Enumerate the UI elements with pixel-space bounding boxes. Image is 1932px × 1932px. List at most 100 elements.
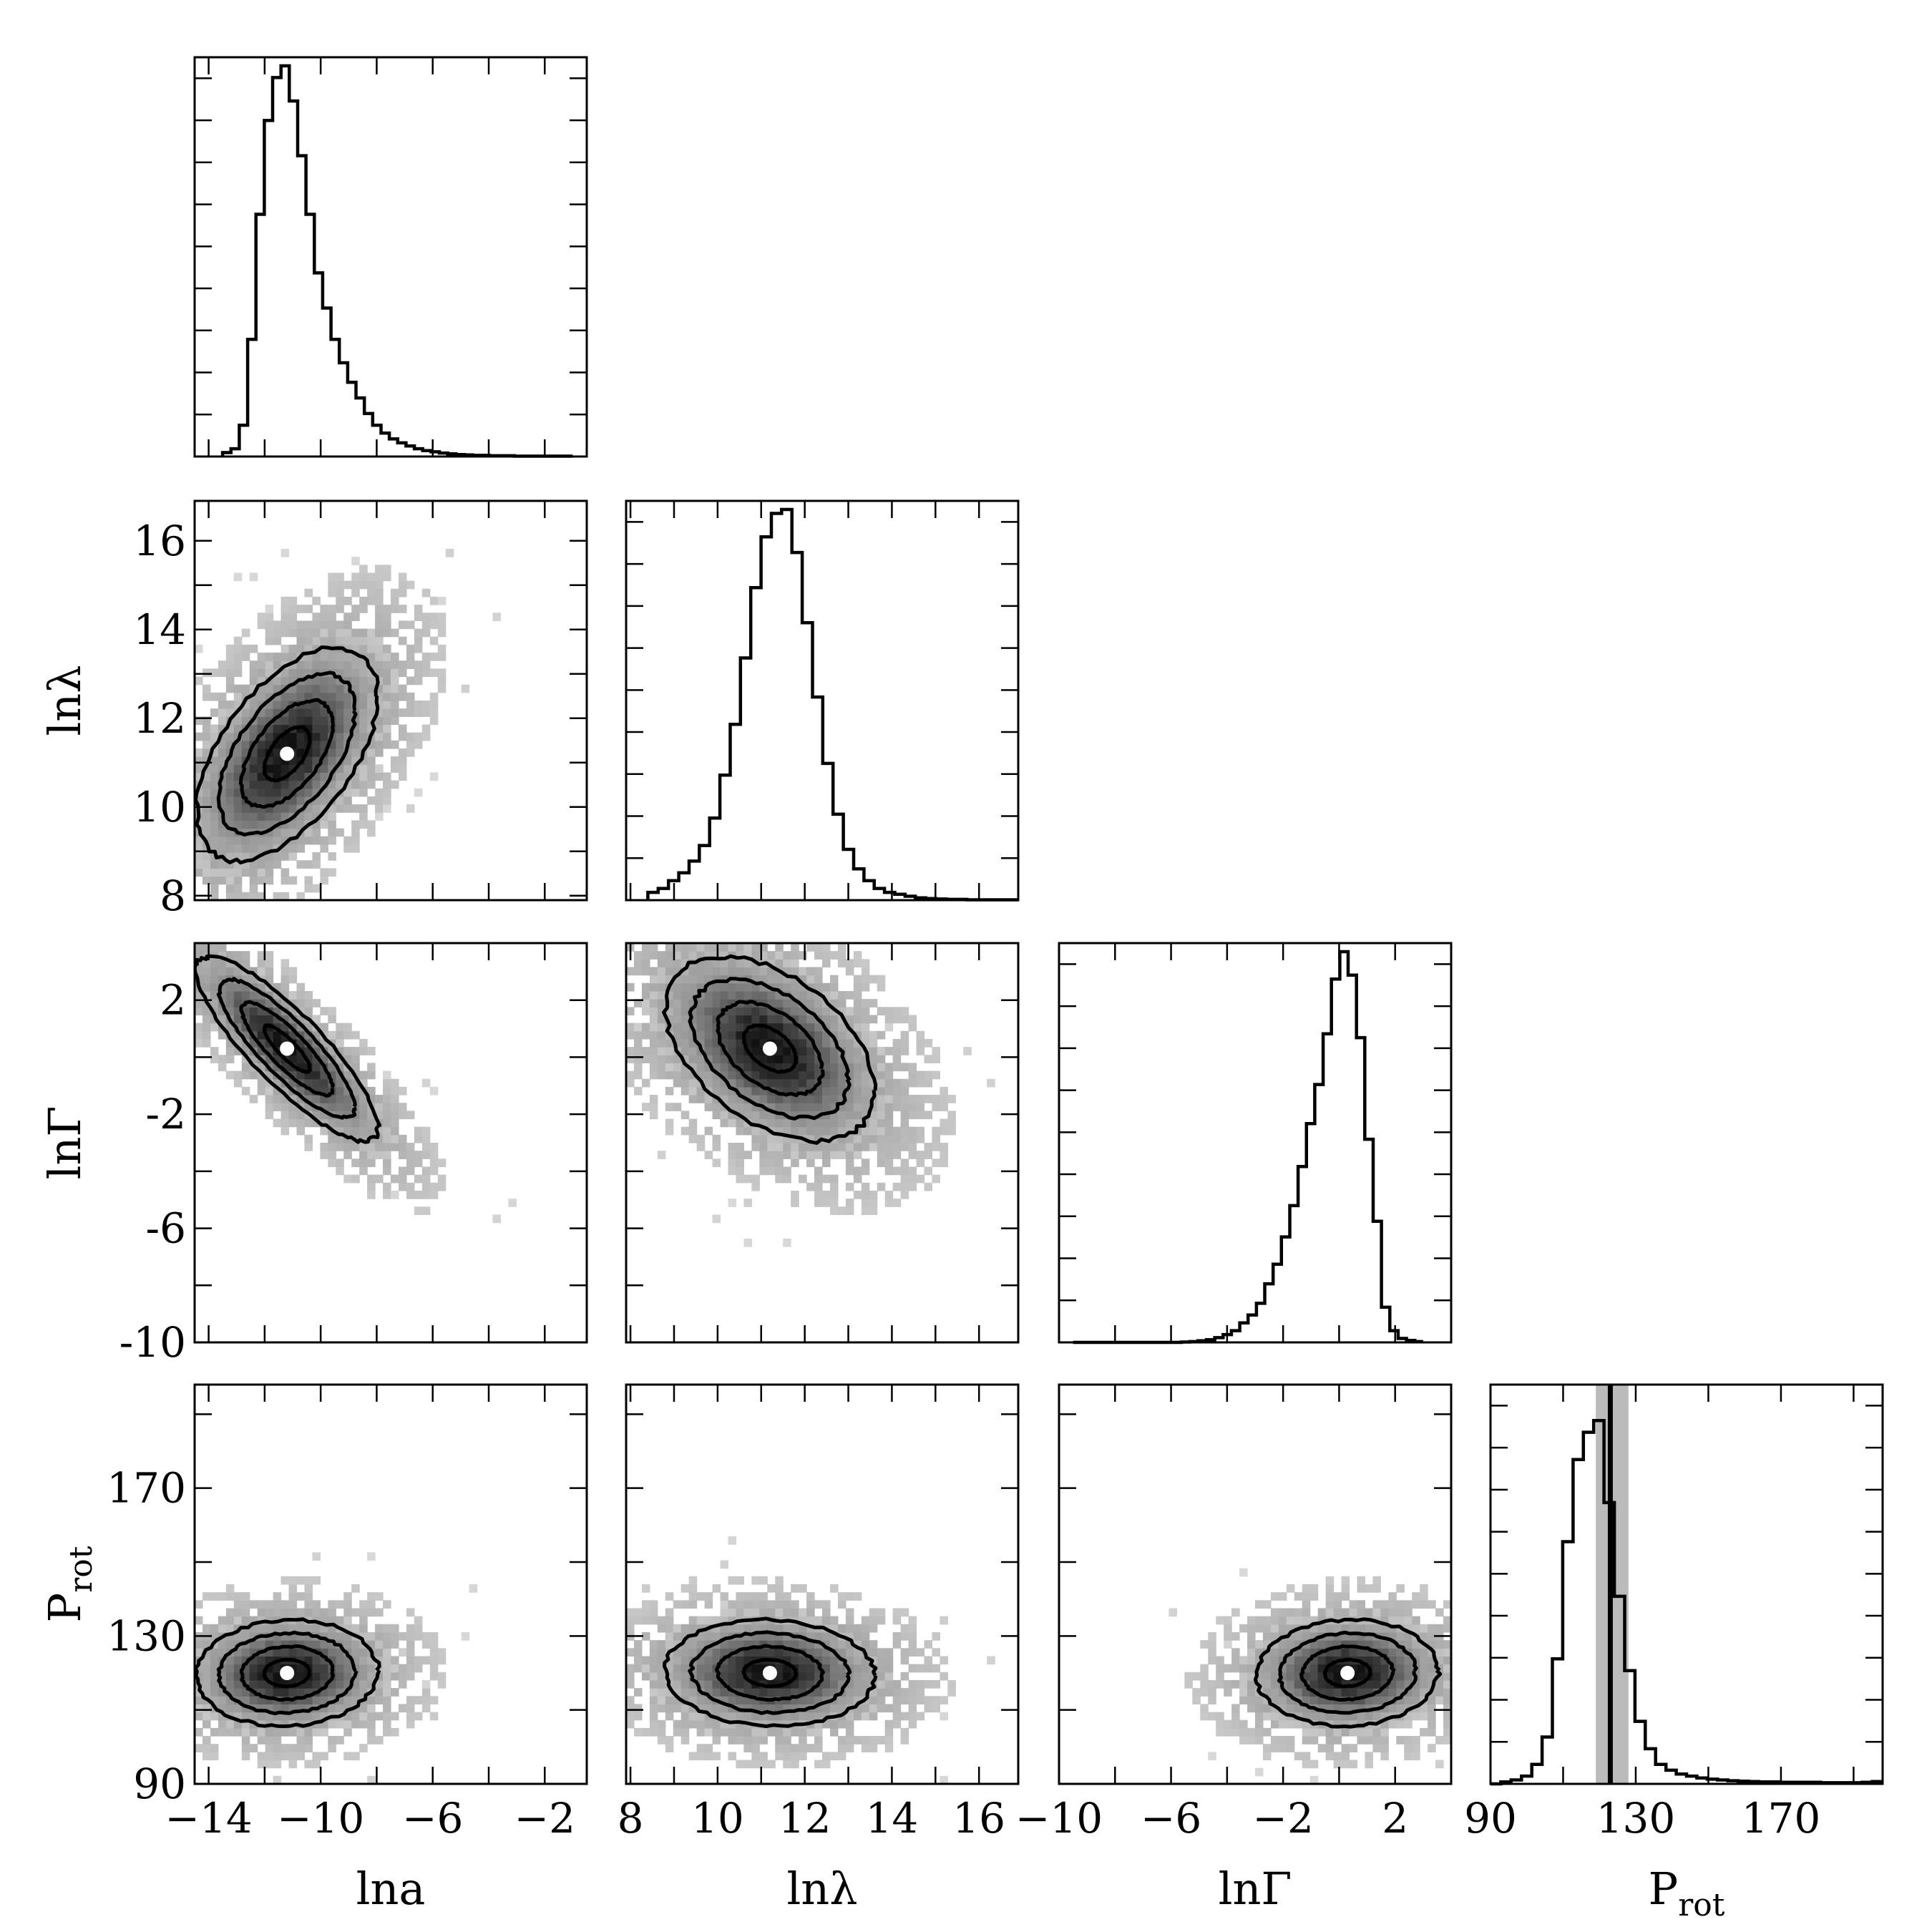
density-bin <box>273 740 282 749</box>
density-bin <box>265 660 274 669</box>
density-bin <box>688 1688 698 1697</box>
density-bin <box>829 1038 839 1048</box>
density-bin <box>1333 1704 1342 1713</box>
density-bin <box>947 1679 956 1689</box>
density-bin <box>657 1023 666 1032</box>
density-bin <box>429 636 439 645</box>
density-bin <box>626 1704 635 1713</box>
density-bin <box>280 716 290 726</box>
density-bin <box>233 1015 243 1024</box>
density-bin <box>791 1151 799 1159</box>
density-bin <box>1443 1648 1451 1657</box>
density-bin <box>884 1672 894 1681</box>
density-bin <box>759 1608 768 1617</box>
density-bin <box>877 1679 886 1689</box>
density-bin <box>736 943 744 952</box>
density-bin <box>829 1664 839 1673</box>
density-bin <box>288 836 298 845</box>
density-bin <box>273 692 282 701</box>
density-bin <box>940 1712 948 1721</box>
density-bin <box>273 796 282 805</box>
density-bin <box>328 1744 336 1752</box>
density-bin <box>280 990 290 1000</box>
density-bin <box>1208 1679 1216 1689</box>
density-bin <box>720 1038 729 1048</box>
density-bin <box>775 1095 784 1103</box>
density-bin <box>351 1078 360 1088</box>
density-bin <box>704 1672 713 1681</box>
density-bin <box>1388 1608 1397 1617</box>
density-bin <box>822 1038 831 1048</box>
density-bin <box>320 660 328 669</box>
density-bin <box>822 1047 831 1055</box>
density-bin <box>1239 1672 1248 1681</box>
density-bin <box>249 660 258 669</box>
density-bin <box>916 1038 925 1048</box>
density-bin <box>853 975 862 984</box>
density-bin <box>320 1103 328 1111</box>
density-bin <box>375 701 384 709</box>
density-bin <box>775 1023 784 1032</box>
density-bin <box>328 588 336 597</box>
density-bin <box>359 772 368 781</box>
density-bin <box>367 780 376 789</box>
density-bin <box>1270 1719 1279 1729</box>
density-bin <box>940 1672 948 1681</box>
density-bin <box>225 1631 235 1641</box>
density-bin <box>202 990 211 1000</box>
density-bin <box>383 1664 391 1673</box>
density-bin <box>736 1063 744 1072</box>
contour-line <box>262 1657 312 1689</box>
density-bin <box>367 1552 376 1561</box>
density-bin <box>1420 1648 1428 1657</box>
density-bin <box>665 1640 674 1649</box>
y-axis-label-lnlambda: lnλ <box>39 665 91 736</box>
density-bin <box>280 975 290 984</box>
density-bin <box>383 1679 391 1689</box>
density-bin <box>657 1719 666 1729</box>
density-bin <box>367 684 376 693</box>
density-bin <box>304 1023 313 1032</box>
density-bin <box>225 951 235 960</box>
density-bin <box>1278 1688 1287 1697</box>
density-bin <box>775 1600 784 1609</box>
density-bin <box>1294 1719 1303 1729</box>
density-bin <box>249 692 258 701</box>
density-bin <box>696 1134 706 1143</box>
density-bin <box>233 1664 243 1673</box>
density-bin <box>202 1736 211 1745</box>
density-bin <box>351 1126 360 1136</box>
density-bin <box>359 1166 368 1176</box>
density-bin <box>367 628 376 638</box>
density-bin <box>759 1111 768 1120</box>
density-bin <box>414 740 423 749</box>
density-bin <box>900 1158 909 1168</box>
density-bin <box>736 1103 744 1111</box>
density-bin <box>241 951 250 960</box>
density-bin <box>288 676 298 686</box>
density-bin <box>233 1727 243 1737</box>
density-bin <box>1325 1672 1335 1681</box>
density-bin <box>320 1608 328 1617</box>
density-bin <box>1270 1656 1279 1665</box>
density-bin <box>1302 1688 1311 1697</box>
density-bin <box>1357 1672 1366 1681</box>
density-bin <box>210 732 219 741</box>
density-bin <box>265 1640 274 1649</box>
x-tick-label: 170 <box>1742 1794 1821 1843</box>
density-bin <box>249 820 258 829</box>
density-bin <box>1412 1600 1420 1609</box>
density-bin <box>892 1126 902 1136</box>
density-bin <box>712 951 721 960</box>
density-bin <box>869 1624 878 1633</box>
density-bin <box>641 1030 650 1040</box>
density-bin <box>1302 1600 1311 1609</box>
density-bin <box>343 1624 352 1633</box>
density-bin <box>249 1038 258 1048</box>
density-bin <box>1255 1767 1264 1777</box>
density-bin <box>202 1038 211 1048</box>
density-bin <box>673 1648 682 1657</box>
density-bin <box>273 1744 282 1752</box>
density-bin <box>280 1640 290 1649</box>
density-bin <box>210 1727 219 1737</box>
